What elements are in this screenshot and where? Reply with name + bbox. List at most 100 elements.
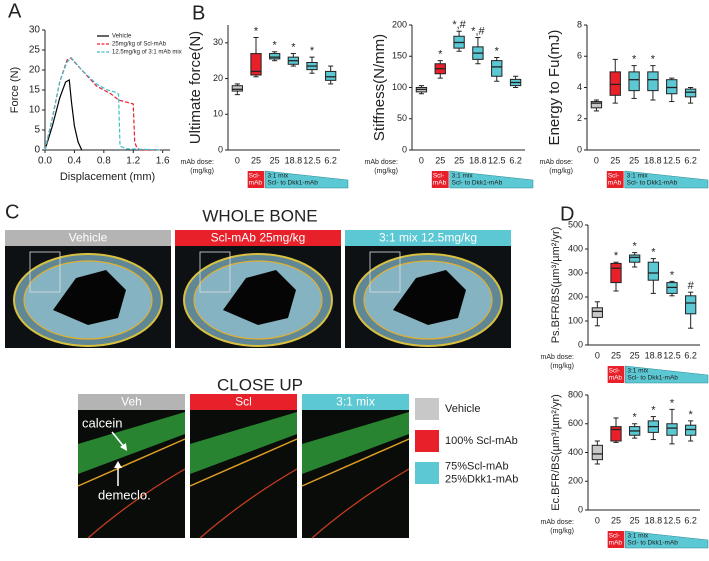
y-tick-label: 600 <box>568 418 583 428</box>
box <box>491 60 503 77</box>
dose-key-text: Scl- to Dkk1-mAb <box>627 375 678 382</box>
panel-label: B <box>192 2 205 24</box>
x-tick-label: 0 <box>595 350 600 360</box>
dose-key-text: mAb <box>249 180 263 187</box>
x-tick-label: 0 <box>235 155 240 165</box>
y-tick-label: 100 <box>392 82 407 92</box>
dose-label: (mg/kg) <box>549 168 573 175</box>
x-tick-label: 18.8 <box>645 350 663 360</box>
image-label: Veh <box>121 395 142 409</box>
roi-box <box>29 251 61 293</box>
x-tick-label: 25 <box>630 515 640 525</box>
dose-key-scl <box>606 171 624 188</box>
box <box>250 53 262 76</box>
box <box>269 53 281 60</box>
marrow <box>393 270 466 325</box>
dose-label: (mg/kg) <box>550 363 574 370</box>
dose-label: (mg/kg) <box>190 168 214 175</box>
x-tick-label: 0.0 <box>38 156 52 167</box>
label-line <box>311 468 410 539</box>
box <box>591 307 603 318</box>
x-tick-label: 0.8 <box>97 156 111 167</box>
dose-key-text: 3:1 mix <box>267 173 289 180</box>
image-label: Scl <box>235 395 252 409</box>
y-tick-label: 150 <box>392 51 407 61</box>
box <box>325 70 337 81</box>
calcein-band <box>302 412 409 474</box>
dose-key-text: Scl- to Dkk1-mAb <box>627 540 678 547</box>
y-tick-label: 20 <box>29 65 41 76</box>
x-tick-label: 25 <box>611 350 621 360</box>
significance: * <box>670 269 675 281</box>
box <box>647 71 659 92</box>
x-tick-label: 12.5 <box>663 155 681 165</box>
box <box>610 262 622 284</box>
dose-key-mix <box>624 170 709 189</box>
legend-swatch <box>415 462 439 484</box>
x-axis-title: Displacement (mm) <box>60 171 155 183</box>
y-tick-label: 10 <box>29 105 41 116</box>
x-tick-label: 1.6 <box>156 156 170 167</box>
legend-label: 100% Scl-mAb <box>445 435 518 447</box>
x-tick-label: 6.2 <box>684 155 697 165</box>
legend-label: 75%Scl-mAb <box>445 460 509 472</box>
y-tick-label: 50 <box>397 113 407 123</box>
y-tick-label: 400 <box>568 243 583 253</box>
x-tick-label: 6.2 <box>509 155 522 165</box>
legend-label: Vehicle <box>445 403 480 415</box>
dose-key-text: Scl- <box>249 173 260 180</box>
significance: * <box>633 412 638 424</box>
significance: * <box>651 247 656 259</box>
dose-key-mix <box>265 170 349 189</box>
x-tick-label: 0 <box>595 515 600 525</box>
y-tick-label: 200 <box>568 476 583 486</box>
significance: * <box>438 49 443 61</box>
legend-label: Vehicle <box>112 34 132 40</box>
significance: * <box>632 54 637 66</box>
x-tick-label: 6.2 <box>324 155 337 165</box>
marrow <box>223 270 296 325</box>
y-tick-label: 800 <box>568 389 583 399</box>
box <box>628 71 640 92</box>
box <box>591 444 603 461</box>
panel-label: C <box>5 201 19 223</box>
dose-key-mix <box>449 170 534 189</box>
dose-key-text: Scl- to Dkk1-mAb <box>267 180 318 187</box>
dose-label: mAb dose: <box>540 159 574 166</box>
x-tick-label: 18.8 <box>469 155 487 165</box>
dose-key-text: Scl- <box>608 173 619 180</box>
box <box>647 261 659 281</box>
x-tick-label: 25 <box>629 155 639 165</box>
dose-key-text: 3:1 mix <box>627 368 649 375</box>
dose-key-text: Scl- <box>433 173 444 180</box>
y-tick-label: 0 <box>218 144 223 154</box>
significance: # <box>688 280 695 292</box>
calcein-band <box>190 412 297 474</box>
x-tick-label: 12.5 <box>488 155 506 165</box>
x-tick-label: 0 <box>594 155 599 165</box>
x-tick-label: 25 <box>270 155 280 165</box>
image-header <box>78 394 185 410</box>
dose-label: mAb dose: <box>365 159 399 166</box>
dose-key-scl <box>247 171 265 188</box>
x-tick-label: 12.5 <box>663 515 681 525</box>
label-line <box>77 438 186 487</box>
dose-key-text: 3:1 mix <box>452 173 474 180</box>
y-tick-label: 200 <box>392 19 407 29</box>
dose-key-text: 3:1 mix <box>627 173 649 180</box>
y-tick-label: 400 <box>568 447 583 457</box>
image-label: 3:1 mix <box>336 395 375 409</box>
image-header <box>190 394 297 410</box>
y-tick-label: 15 <box>29 85 41 96</box>
calcein-band <box>78 412 185 474</box>
x-tick-label: 25 <box>630 350 640 360</box>
x-tick-label: 1.2 <box>126 156 140 167</box>
arrow-head <box>114 461 122 468</box>
dose-key-text: mAb <box>609 375 623 382</box>
y-tick-label: 2 <box>577 113 582 123</box>
significance: * <box>254 25 259 37</box>
significance: * <box>633 241 638 253</box>
section-title: CLOSE UP <box>217 375 303 394</box>
y-tick-label: 0 <box>34 145 40 156</box>
dose-label: mAb dose: <box>541 519 575 526</box>
